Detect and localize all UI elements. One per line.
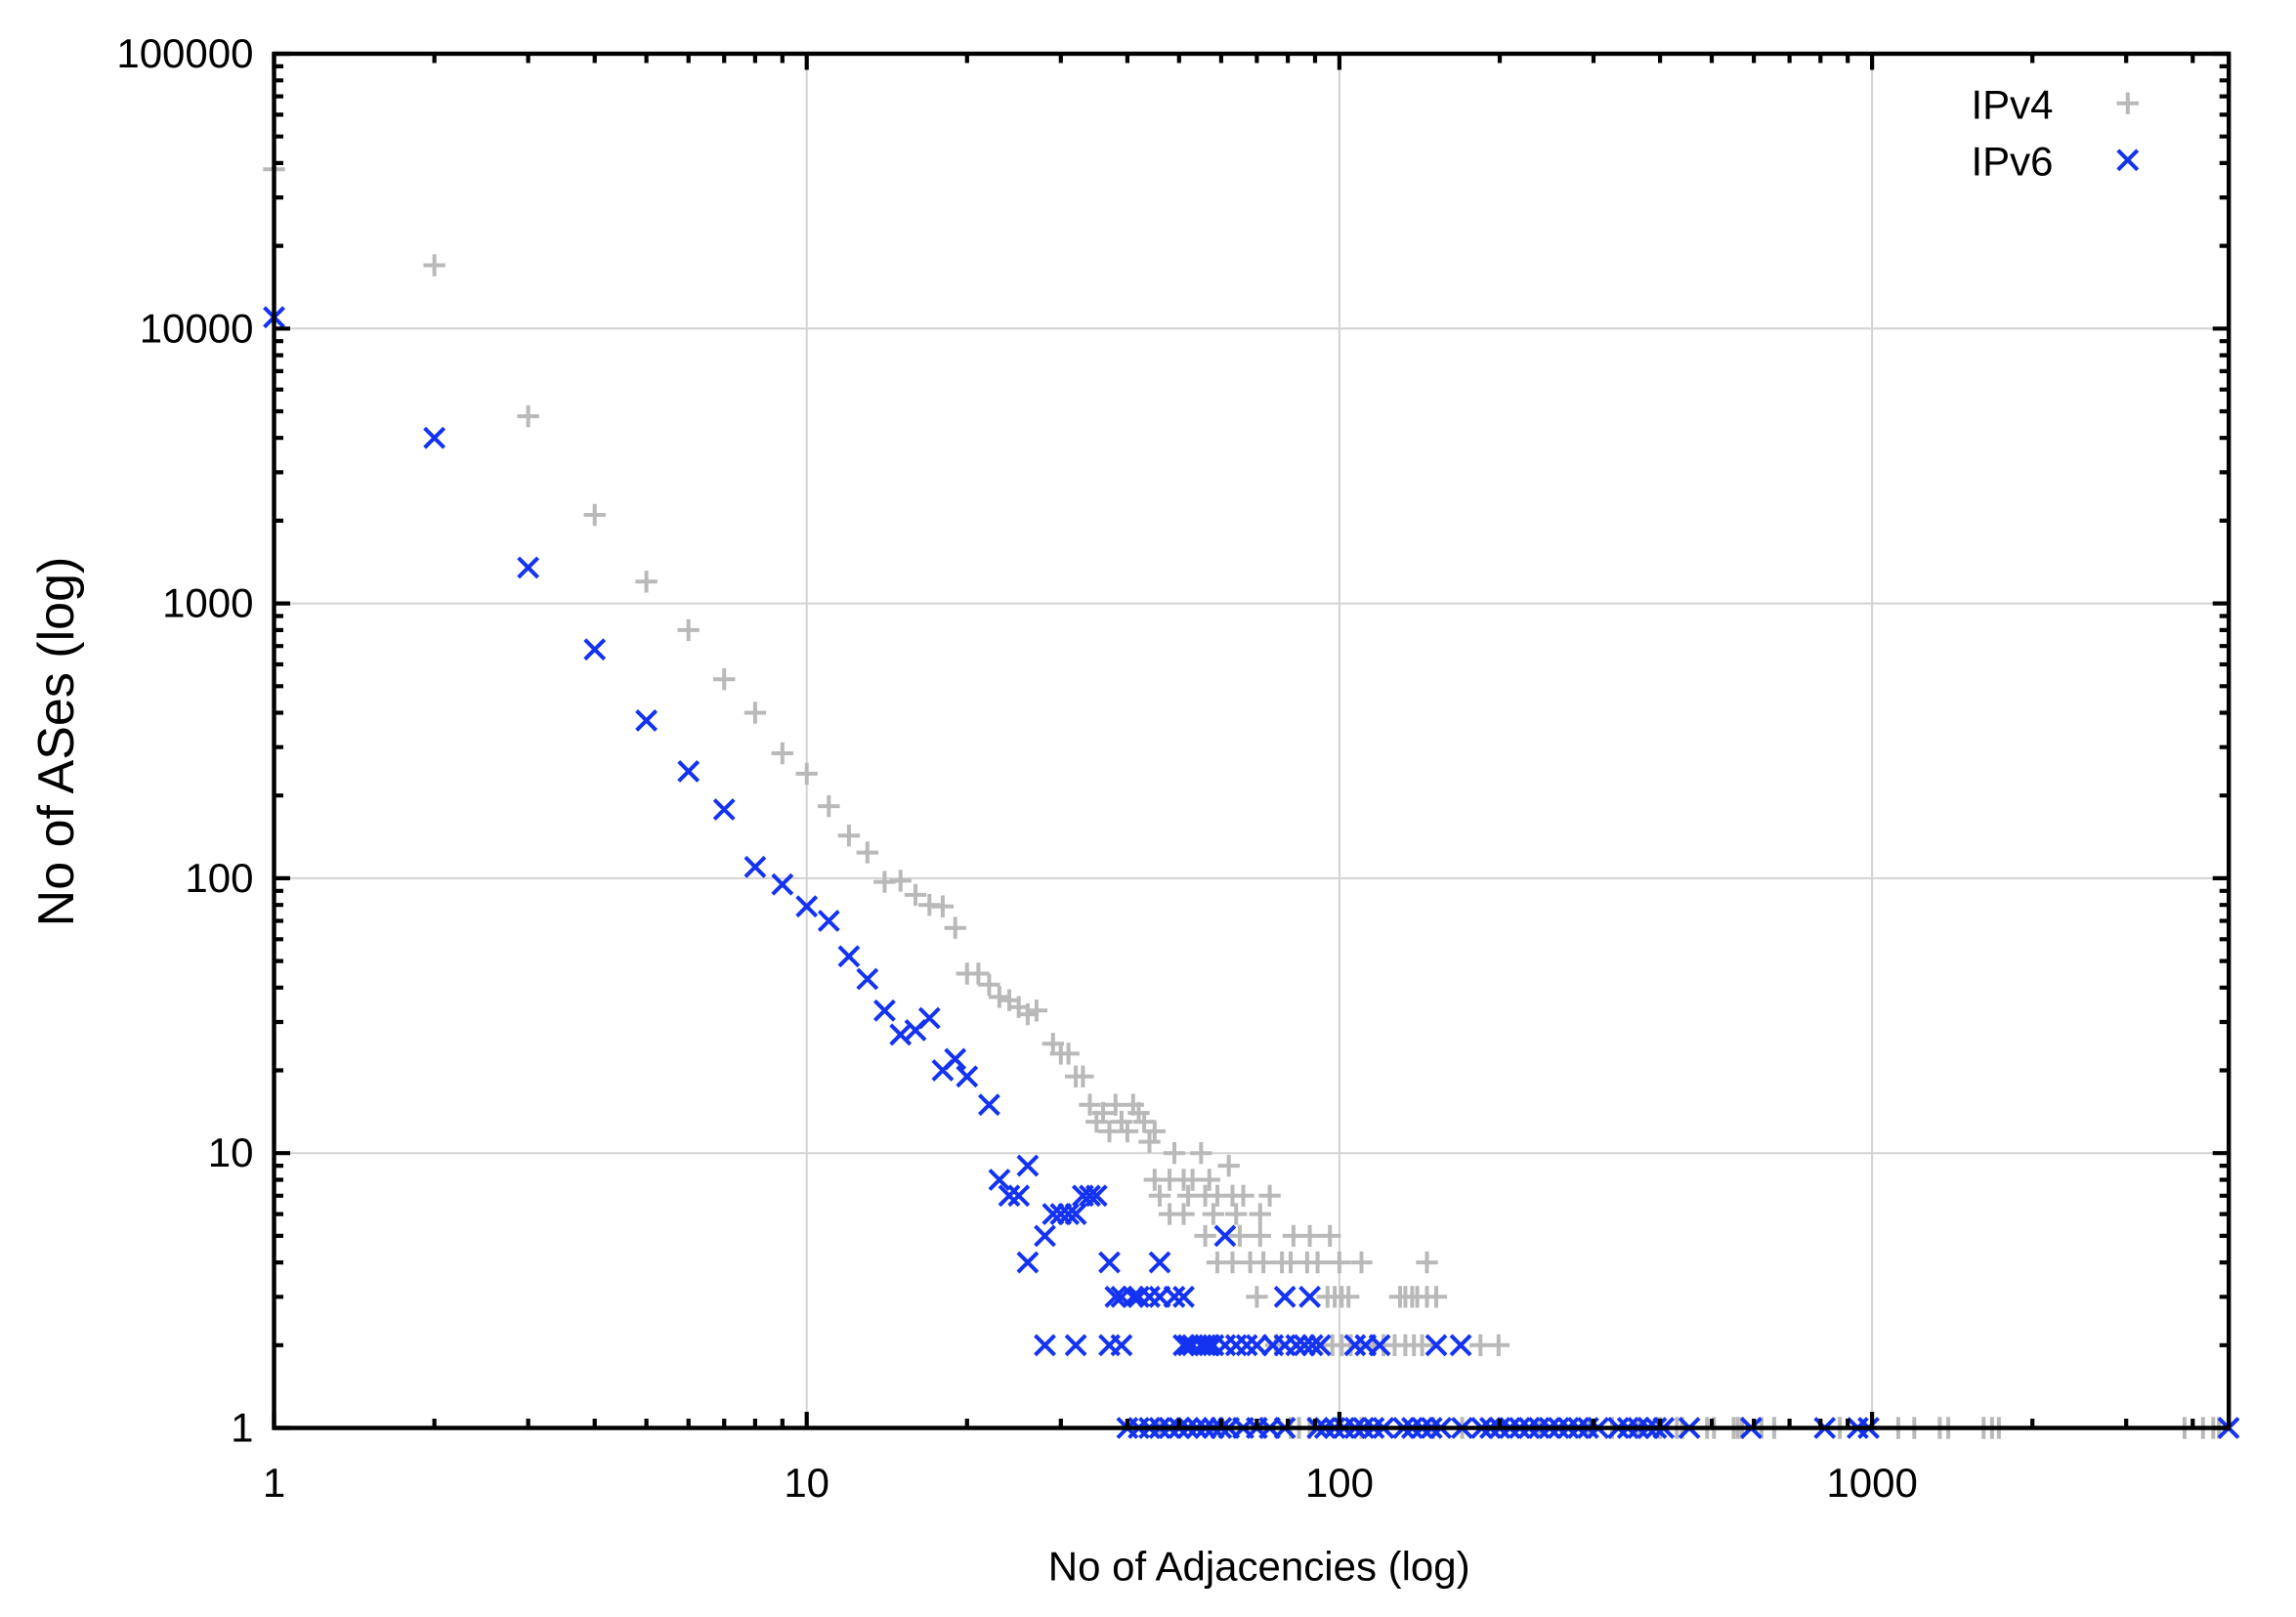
svg-text:1: 1 xyxy=(263,1460,285,1506)
svg-text:100: 100 xyxy=(1305,1460,1374,1506)
svg-text:10: 10 xyxy=(784,1460,829,1506)
svg-text:100000: 100000 xyxy=(116,30,253,76)
svg-text:IPv6: IPv6 xyxy=(1971,139,2053,185)
svg-text:1000: 1000 xyxy=(1826,1460,1917,1506)
svg-text:100: 100 xyxy=(185,855,253,901)
svg-text:IPv4: IPv4 xyxy=(1971,82,2053,128)
svg-text:1: 1 xyxy=(231,1405,253,1451)
svg-text:10000: 10000 xyxy=(140,305,254,351)
svg-text:No of ASes (log): No of ASes (log) xyxy=(28,557,85,927)
svg-text:1000: 1000 xyxy=(162,580,253,626)
svg-text:10: 10 xyxy=(208,1129,254,1175)
svg-text:No of Adjacencies (log): No of Adjacencies (log) xyxy=(1048,1544,1470,1590)
